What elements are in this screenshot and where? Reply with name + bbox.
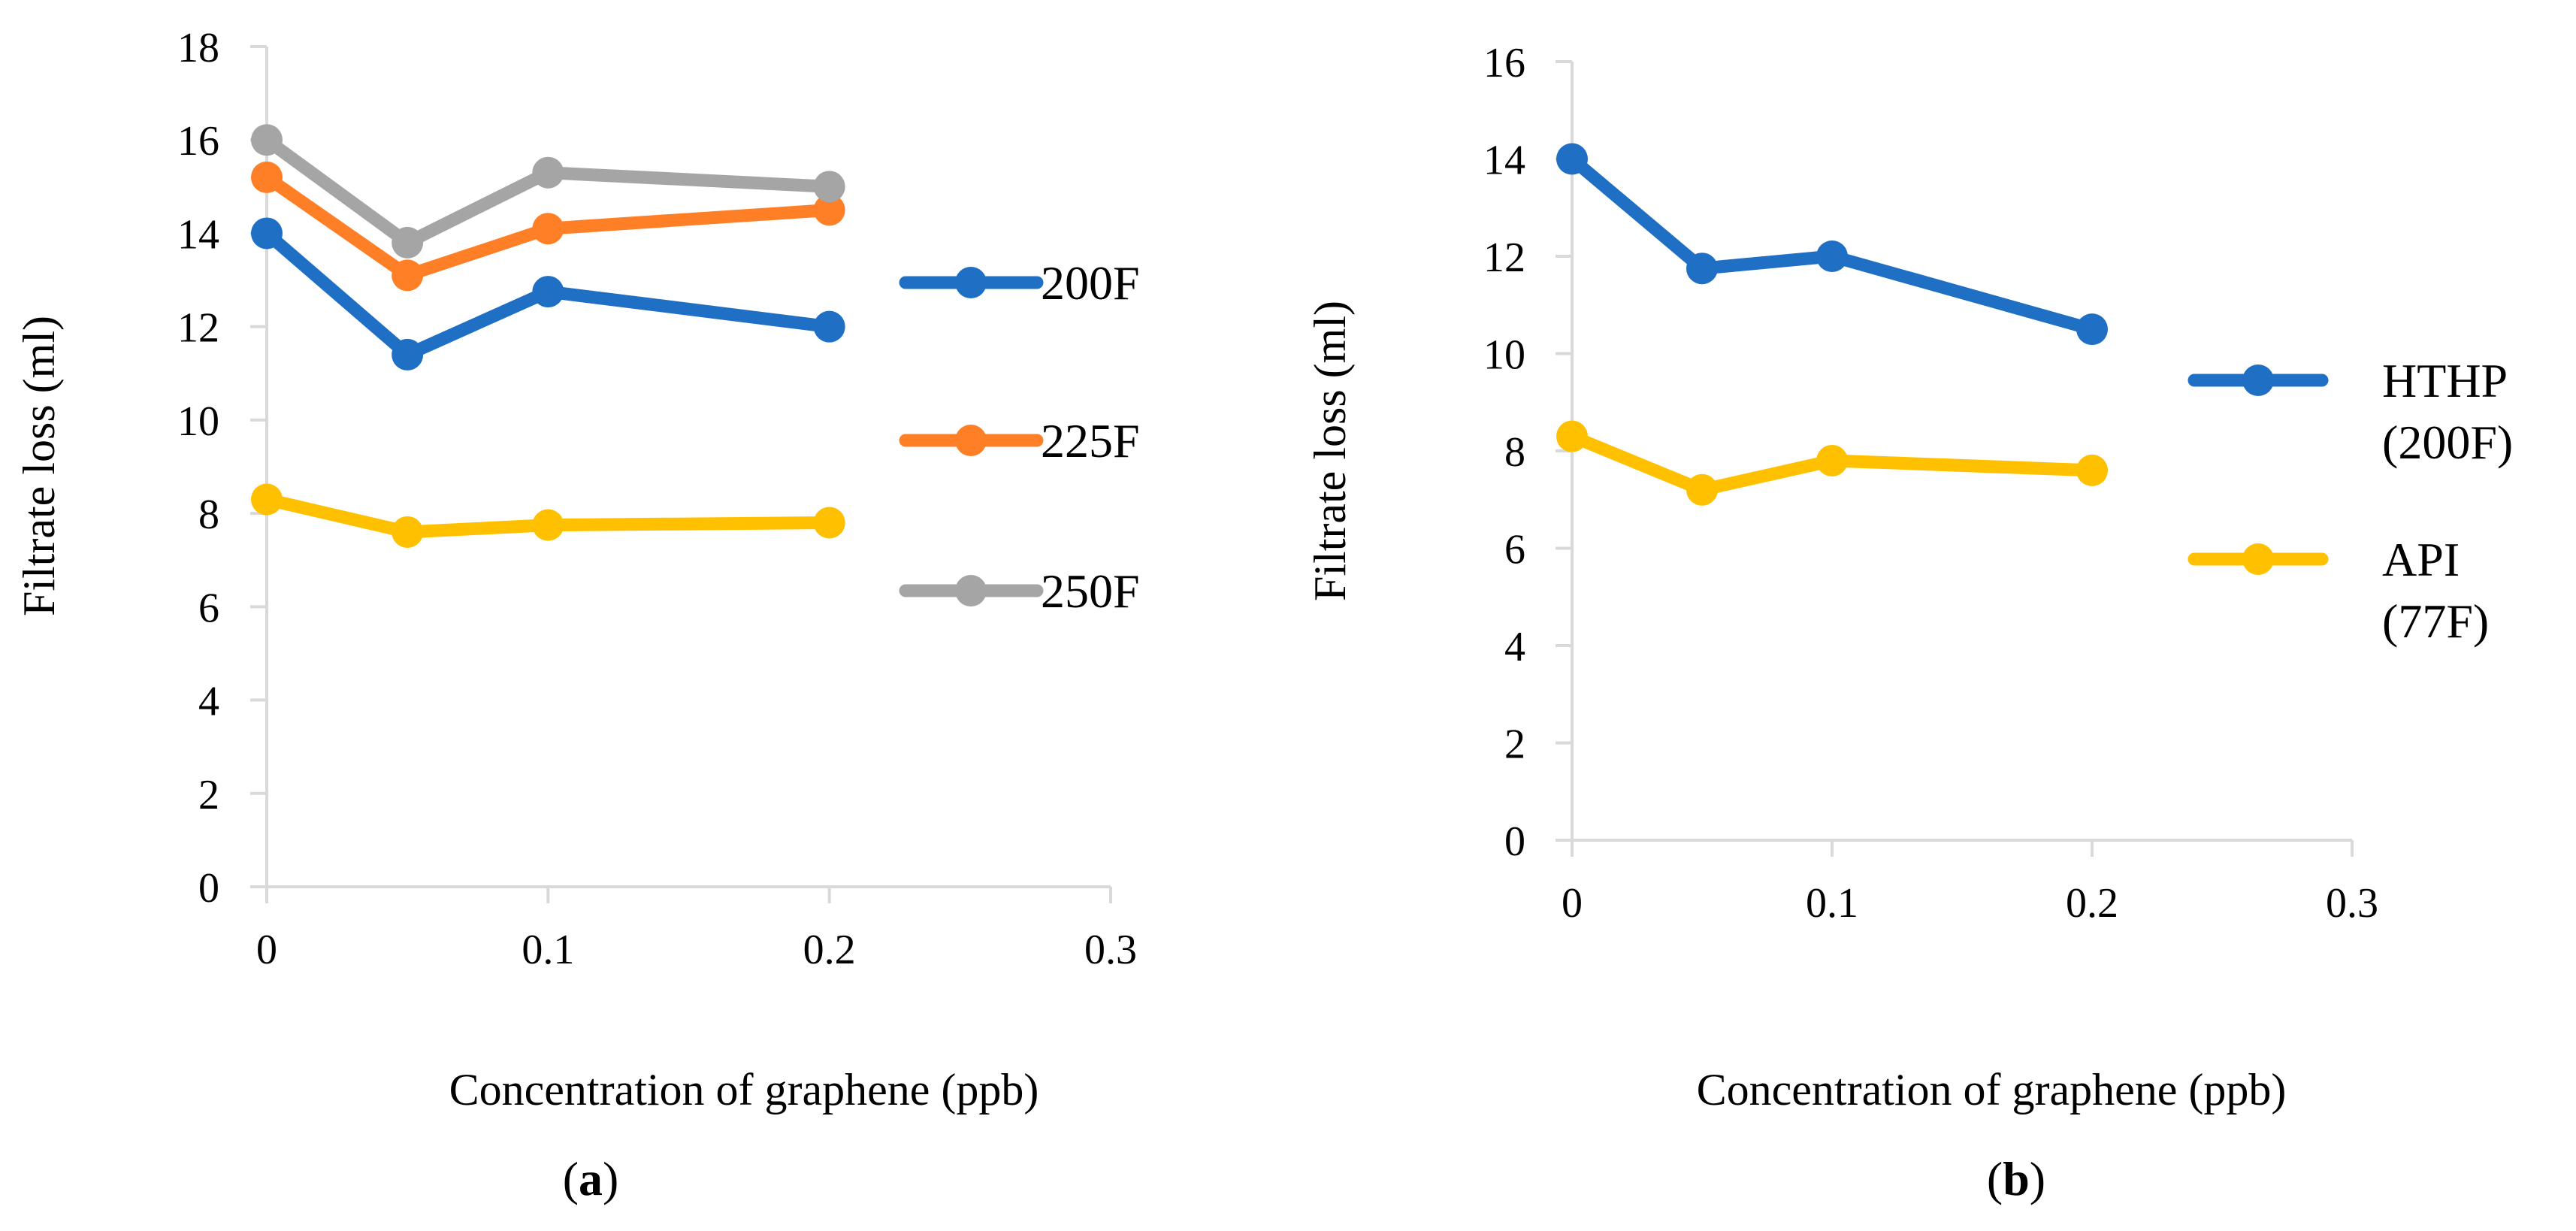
x-axis-title: Concentration of graphene (ppb) [449, 1065, 1039, 1115]
chart-panel-a: 0 2 4 6 8 10 12 14 16 18 0 0.1 0.2 0.3 Concentration o… [14, 25, 1140, 1205]
legend-label-200f: 200F [1041, 256, 1140, 310]
data-point-77f [392, 516, 424, 548]
x-tick-label: 0.1 [1806, 880, 1858, 927]
y-tick-label: 16 [177, 118, 219, 165]
series-77f [251, 483, 845, 548]
y-tick-label: 0 [1504, 818, 1525, 865]
data-point-api-77f [2076, 454, 2108, 486]
data-point-hthp-200f [1556, 143, 1588, 175]
y-tick-label: 4 [1504, 624, 1525, 670]
legend-swatch-marker-225f [955, 425, 987, 456]
y-tick-label: 18 [177, 25, 219, 71]
y-tick-label: 10 [177, 398, 219, 445]
y-tick-label: 4 [198, 679, 219, 725]
y-tick-label: 8 [1504, 429, 1525, 476]
y-axis-title: Filtrate loss (ml) [14, 316, 64, 616]
series-api-77f [1556, 420, 2108, 506]
legend-label-api-77f: (77F) [2382, 594, 2489, 648]
y-tick-label: 16 [1483, 40, 1525, 86]
x-axis-title: Concentration of graphene (ppb) [1697, 1065, 2287, 1115]
series-line-hthp-200f [1565, 153, 2099, 336]
legend-swatch-marker-api-77f [2242, 543, 2274, 575]
series-line-200f [260, 226, 836, 361]
y-tick-label: 10 [1483, 332, 1525, 379]
legend-label-225f: 225F [1041, 414, 1140, 467]
legend-swatch-marker-200f [955, 267, 987, 298]
data-point-77f [813, 507, 845, 539]
panel-label: (a) [563, 1152, 619, 1205]
series-200f [251, 217, 845, 371]
panel-label: (b) [1987, 1152, 2045, 1205]
y-tick-label: 2 [1504, 721, 1525, 768]
x-tick-label: 0.3 [1084, 927, 1137, 973]
x-tick-label: 0.1 [522, 927, 574, 973]
y-tick-label: 6 [1504, 527, 1525, 573]
data-point-200f [532, 276, 564, 308]
data-point-200f [251, 217, 283, 250]
legend-label-250f: 250F [1041, 564, 1140, 618]
data-point-225f [813, 194, 845, 226]
data-point-hthp-200f [1686, 253, 1718, 285]
data-point-api-77f [1556, 420, 1588, 452]
series-line-77f [260, 492, 836, 539]
data-point-200f [813, 310, 845, 343]
data-point-250f [251, 124, 283, 156]
legend-label-hthp-200f: HTHP [2382, 354, 2508, 407]
data-point-api-77f [1816, 444, 1848, 476]
data-point-225f [532, 213, 564, 245]
y-tick-label: 14 [177, 211, 219, 258]
series-250f [251, 124, 845, 259]
y-tick-label: 0 [198, 865, 219, 912]
data-point-77f [251, 483, 283, 516]
data-point-hthp-200f [1816, 240, 1848, 272]
legend-swatch-marker-hthp-200f [2242, 364, 2274, 396]
x-tick-label: 0.3 [2326, 880, 2378, 927]
data-point-250f [813, 171, 845, 203]
data-point-225f [392, 259, 424, 292]
y-tick-label: 14 [1483, 138, 1525, 184]
data-point-200f [392, 338, 424, 371]
series-hthp-200f [1556, 143, 2108, 346]
x-tick-label: 0 [1562, 880, 1583, 927]
y-tick-label: 12 [177, 305, 219, 352]
data-point-77f [532, 509, 564, 541]
y-tick-label: 12 [1483, 234, 1525, 281]
y-tick-label: 6 [198, 585, 219, 631]
y-tick-label: 2 [198, 772, 219, 818]
legend-label-api-77f: API [2382, 533, 2460, 586]
legend: HTHP (200F) API (77F) [2187, 354, 2513, 648]
x-tick-label: 0.2 [803, 927, 856, 973]
y-axis-title: Filtrate loss (ml) [1305, 301, 1355, 601]
series-225f [251, 161, 845, 292]
legend: 200F 225F 250F [899, 256, 1140, 618]
legend-label-hthp-200f: (200F) [2382, 416, 2513, 469]
series-line-250f [260, 133, 836, 250]
series-line-225f [260, 171, 836, 282]
chart-panel-b: 0 2 4 6 8 10 12 14 16 0 0.1 0.2 0.3 Concentration of … [1305, 40, 2513, 1205]
x-tick-label: 0.2 [2066, 880, 2118, 927]
data-point-250f [532, 156, 564, 189]
x-tick-label: 0 [256, 927, 277, 973]
series-line-api-77f [1565, 430, 2099, 497]
legend-swatch-marker-250f [955, 575, 987, 606]
data-point-hthp-200f [2076, 313, 2108, 346]
y-tick-label: 8 [198, 491, 219, 538]
data-point-225f [251, 161, 283, 193]
data-point-250f [392, 226, 424, 259]
data-point-api-77f [1686, 473, 1718, 506]
